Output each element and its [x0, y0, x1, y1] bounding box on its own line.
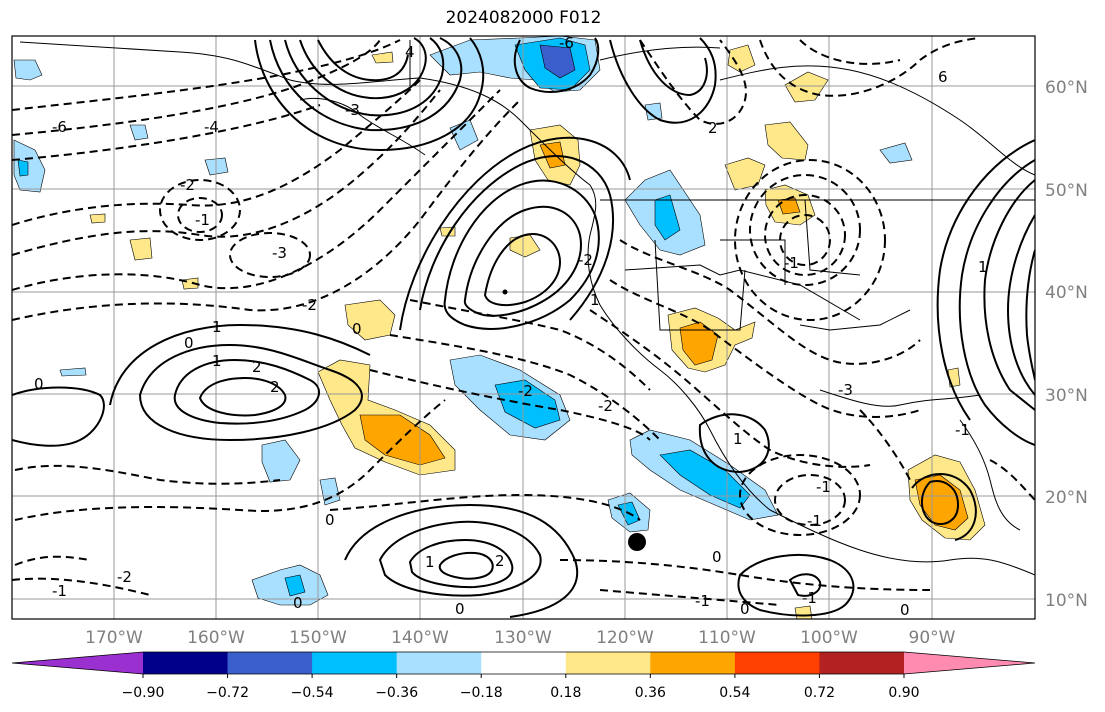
- contour-label: 1: [212, 318, 222, 336]
- lon-label: 140°W: [391, 628, 449, 648]
- contour-label: -2: [518, 382, 533, 400]
- lon-label: 160°W: [187, 628, 245, 648]
- contour-label: -1: [816, 478, 831, 496]
- contour-label: -3: [345, 101, 360, 119]
- contour-label: 0: [900, 601, 910, 619]
- contour-label: 0: [455, 600, 465, 618]
- contour-label: 2: [252, 358, 262, 376]
- gridlines: [12, 36, 1035, 619]
- colorbar-tick-label: 0.54: [719, 685, 750, 701]
- contour-label: -4: [204, 118, 219, 136]
- contour-label: -1: [807, 512, 822, 530]
- contour-label: -1: [195, 211, 210, 229]
- lat-label: 20°N: [1045, 488, 1088, 508]
- storm-center-dot: [628, 533, 646, 551]
- contour-label: 2: [270, 378, 280, 396]
- contour-label: -2: [180, 176, 195, 194]
- map-title: 2024082000 F012: [445, 8, 602, 28]
- lon-label: 90°W: [909, 628, 956, 648]
- contour-label: 0: [352, 320, 362, 338]
- contour-label: -1: [52, 582, 67, 600]
- colorbar-tick-label: 0.36: [635, 685, 666, 701]
- colorbar-tick-label: −0.54: [291, 685, 334, 701]
- colorbar-tick-labels: −0.90 −0.72 −0.54 −0.36 −0.18 0.18 0.36 0.54 0.7…: [122, 674, 920, 701]
- colorbar-extend-low: [12, 652, 143, 674]
- lat-label: 10°N: [1045, 591, 1088, 611]
- colorbar-tick-label: −0.72: [206, 685, 249, 701]
- contour-label: 0: [184, 334, 194, 352]
- lon-label: 150°W: [289, 628, 347, 648]
- lat-label: 40°N: [1045, 283, 1088, 303]
- lat-label: 30°N: [1045, 386, 1088, 406]
- contour-label: 1: [425, 553, 435, 571]
- contour-label: 0: [34, 375, 44, 393]
- contour-label: -3: [838, 381, 853, 399]
- contour-label: -2: [117, 568, 132, 586]
- colorbar-segment: [565, 652, 651, 674]
- high-center-dot: [502, 289, 508, 295]
- colorbar-extend-high: [904, 652, 1035, 674]
- colorbar-tick-label: −0.18: [460, 685, 503, 701]
- colorbar-tick-label: 0.18: [550, 685, 581, 701]
- colorbar-segment: [481, 652, 567, 674]
- colorbar-segment: [650, 652, 736, 674]
- colorbar-segment: [227, 652, 313, 674]
- colorbar-tick-label: 0.72: [804, 685, 835, 701]
- contour-label: -2: [302, 296, 317, 314]
- latitude-labels: 60°N 50°N 40°N 30°N 20°N 10°N: [1045, 78, 1088, 611]
- lon-label: 130°W: [494, 628, 552, 648]
- colorbar-tick-label: 0.90: [888, 685, 919, 701]
- contour-label: -1: [802, 589, 817, 607]
- lat-label: 50°N: [1045, 181, 1088, 201]
- contour-label: -1: [784, 254, 799, 272]
- colorbar-tick-label: −0.36: [375, 685, 418, 701]
- positive-contours: [12, 37, 1035, 618]
- contour-label: 1: [978, 258, 988, 276]
- contour-label: 0: [293, 594, 303, 612]
- contour-label: -1: [955, 421, 970, 439]
- lon-label: 170°W: [85, 628, 143, 648]
- contour-label: -2: [578, 251, 593, 269]
- contour-label: 0: [325, 511, 335, 529]
- contour-labels: 4 6 -3 -6 -4 -2 -1 -3 -2 0 1 2 0 1 -2 0 …: [34, 34, 988, 619]
- lon-label: 120°W: [596, 628, 654, 648]
- contour-label: -6: [52, 118, 67, 136]
- longitude-labels: 170°W 160°W 150°W 140°W 130°W 120°W 110°…: [85, 628, 956, 648]
- negative-contours: [12, 37, 1035, 606]
- contour-label: 1: [590, 291, 600, 309]
- colorbar-segment: [819, 652, 905, 674]
- contour-label: -1: [695, 592, 710, 610]
- colorbar-segment: [312, 652, 398, 674]
- lat-label: 60°N: [1045, 78, 1088, 98]
- colorbar: [11, 651, 1036, 675]
- map-frame: [11, 35, 1036, 620]
- colorbar-segment: [143, 652, 229, 674]
- contour-label: 2: [708, 119, 718, 137]
- lon-label: 100°W: [800, 628, 858, 648]
- contour-label: 1: [212, 352, 222, 370]
- contour-label: 1: [733, 430, 743, 448]
- contour-label: 4: [405, 43, 415, 61]
- contour-label: 2: [495, 552, 505, 570]
- contour-label: -2: [598, 397, 613, 415]
- contour-label: 6: [938, 68, 948, 86]
- contour-label: -3: [272, 244, 287, 262]
- contour-label: 0: [740, 600, 750, 618]
- contour-label: 0: [712, 548, 722, 566]
- colorbar-tick-label: −0.90: [122, 685, 165, 701]
- colorbar-segment: [734, 652, 820, 674]
- colorbar-segment: [396, 652, 482, 674]
- lon-label: 110°W: [698, 628, 756, 648]
- contour-label: -6: [559, 34, 574, 52]
